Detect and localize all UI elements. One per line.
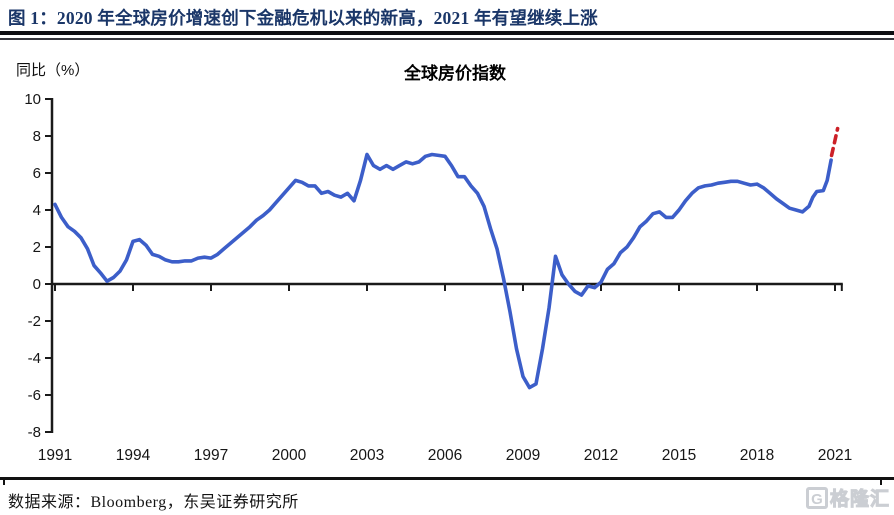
y-tick-label: 0 xyxy=(33,276,41,293)
forecast-line xyxy=(829,126,840,158)
price-index-line xyxy=(53,152,833,390)
x-tick-label: 2018 xyxy=(740,447,774,464)
x-tick-label: 2009 xyxy=(506,447,540,464)
y-tick-label: 8 xyxy=(33,128,41,145)
y-tick-label: 4 xyxy=(33,202,41,219)
figure-title: 图 1：2020 年全球房价增速创下金融危机以来的新高，2021 年有望继续上涨 xyxy=(8,8,598,28)
y-tick-label: -6 xyxy=(28,387,41,404)
x-tick-label: 2000 xyxy=(272,447,307,464)
x-tick-label: 2006 xyxy=(428,447,462,464)
x-tick-label: 2015 xyxy=(662,447,696,464)
y-tick-label: -8 xyxy=(28,424,41,441)
y-tick-label: 2 xyxy=(33,239,41,256)
footer-divider-rule xyxy=(0,477,894,480)
footer-rule-endcap xyxy=(880,480,882,485)
gelonghui-logo-text: 格隆汇 xyxy=(829,489,890,511)
title-divider-rule xyxy=(0,31,894,40)
x-tick-label: 1991 xyxy=(38,447,72,464)
footer-rule-endcap xyxy=(3,480,5,485)
x-tick-label: 2003 xyxy=(350,447,384,464)
gelonghui-watermark-logo: G 格隆汇 xyxy=(805,484,890,511)
y-axis-unit-label: 同比（%） xyxy=(16,62,90,79)
x-tick-label: 2012 xyxy=(584,447,618,464)
y-tick-label: -2 xyxy=(28,313,41,330)
x-tick-label: 1994 xyxy=(116,447,151,464)
x-tick-label: 1997 xyxy=(194,447,228,464)
y-tick-label: 6 xyxy=(33,165,41,182)
x-tick-label: 2021 xyxy=(818,447,852,464)
data-source-text: 数据来源：Bloomberg，东吴证券研究所 xyxy=(8,494,299,511)
y-tick-label: 10 xyxy=(24,91,41,108)
y-tick-label: -4 xyxy=(28,350,41,367)
chart-title: 全球房价指数 xyxy=(404,64,506,83)
gelonghui-g-icon: G xyxy=(805,486,828,509)
